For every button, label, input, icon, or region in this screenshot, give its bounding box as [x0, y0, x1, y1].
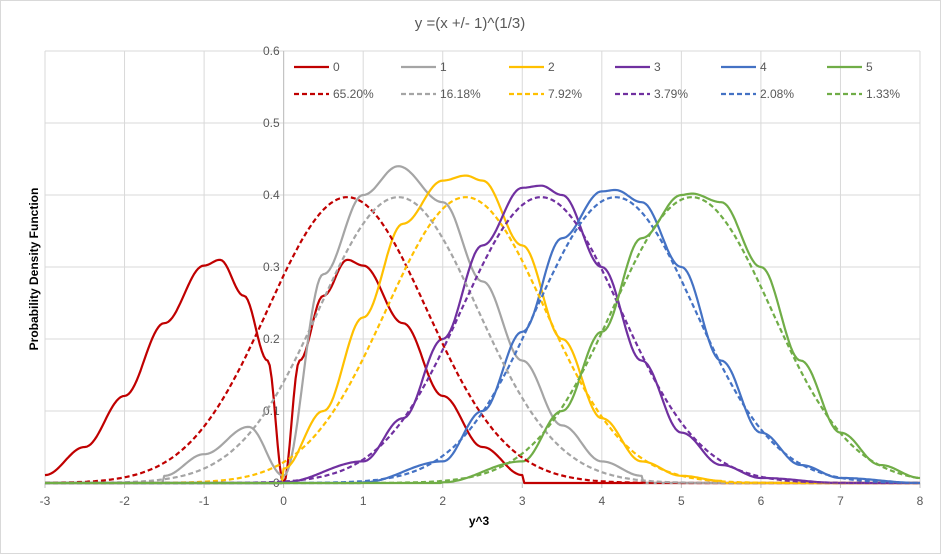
- axes: 0 0.1 0.2 0.3 0.4 0.5 0.6 -3 -2 -1 0 1 2 3 4 5 6 7 8: [40, 44, 924, 508]
- series-line-solid-0: [44, 258, 920, 485]
- legend-label: 2: [548, 60, 555, 74]
- x-tick-label: 6: [758, 494, 765, 508]
- series-line-solid-3: [45, 184, 920, 485]
- legend-label: 3.79%: [654, 87, 688, 101]
- gridlines: [44, 50, 921, 484]
- x-tick-label: 5: [678, 494, 685, 508]
- x-tick-label: 3: [519, 494, 526, 508]
- legend-label: 0: [333, 60, 340, 74]
- series-line-dashed-7: [45, 196, 920, 485]
- series-line-solid-5: [45, 192, 921, 485]
- legend-label: 16.18%: [440, 87, 481, 101]
- series-line-solid-4: [45, 188, 920, 485]
- y-tick-label: 0.4: [263, 188, 280, 202]
- x-tick-label: 4: [598, 494, 605, 508]
- series-line-solid-2: [45, 174, 920, 485]
- y-axis-title: Probability Density Function: [27, 188, 41, 351]
- legend-label: 3: [654, 60, 661, 74]
- series-line-solid-1: [45, 165, 920, 485]
- x-tick-label: 2: [439, 494, 446, 508]
- y-tick-label: 0.2: [263, 332, 280, 346]
- legend-label: 2.08%: [760, 87, 794, 101]
- x-tick-label: -2: [119, 494, 130, 508]
- y-tick-label: 0.1: [263, 404, 280, 418]
- x-tick-label: -3: [40, 494, 51, 508]
- series-lines: [44, 165, 921, 485]
- x-tick-label: -1: [199, 494, 210, 508]
- chart-title: y =(x +/- 1)^(1/3): [415, 15, 525, 32]
- legend: 0 1 2 3 4 5 65.20% 16.18% 7.92% 3.79% 2.08% 1.33%: [294, 60, 900, 101]
- legend-label: 4: [760, 60, 767, 74]
- legend-label: 65.20%: [333, 87, 374, 101]
- series-line-dashed-6: [45, 196, 920, 485]
- x-axis-title: y^3: [469, 514, 490, 528]
- legend-label: 1: [440, 60, 447, 74]
- legend-label: 5: [866, 60, 873, 74]
- y-tick-label: 0.3: [263, 260, 280, 274]
- x-tick-label: 0: [280, 494, 287, 508]
- series-line-dashed-11: [45, 196, 921, 485]
- legend-label: 1.33%: [866, 87, 900, 101]
- y-tick-label: 0.6: [263, 44, 280, 58]
- y-tick-label: 0.5: [263, 116, 280, 130]
- x-tick-label: 8: [917, 494, 924, 508]
- x-tick-label: 1: [360, 494, 367, 508]
- x-tick-label: 7: [837, 494, 844, 508]
- legend-label: 7.92%: [548, 87, 582, 101]
